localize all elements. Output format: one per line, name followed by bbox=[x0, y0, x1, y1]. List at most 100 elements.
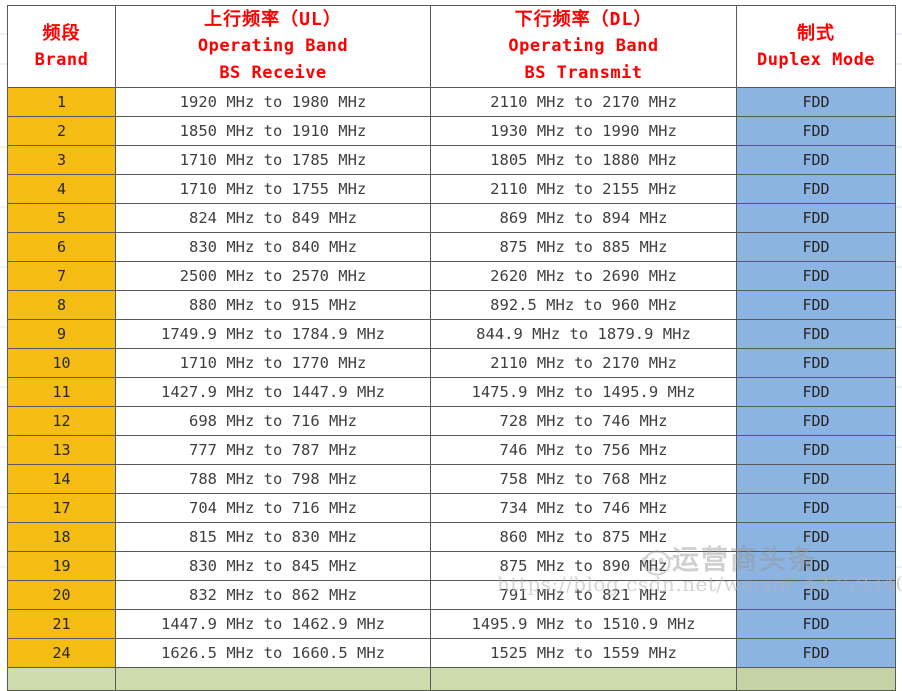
screenshot-root: 频段 Brand 上行频率（UL） Operating Band BS Rece… bbox=[0, 5, 902, 691]
cell-duplex: FDD bbox=[736, 348, 896, 378]
table-row: 17 704 MHz to 716 MHz 734 MHz to 746 MHz FD… bbox=[7, 493, 896, 523]
cell-uplink: 880 MHz to 915 MHz bbox=[115, 290, 431, 320]
cell-band: 17 bbox=[7, 493, 116, 523]
cell-band: 7 bbox=[7, 261, 116, 291]
cell-uplink: 1427.9 MHz to 1447.9 MHz bbox=[115, 377, 431, 407]
cell-duplex: FDD bbox=[736, 406, 896, 436]
header-line: Operating Band bbox=[508, 36, 659, 56]
cell-duplex: FDD bbox=[736, 174, 896, 204]
table-row: 7 2500 MHz to 2570 MHz 2620 MHz to 2690 MH… bbox=[7, 261, 896, 291]
lte-band-table: 频段 Brand 上行频率（UL） Operating Band BS Rece… bbox=[7, 5, 896, 691]
cell-band: 18 bbox=[7, 522, 116, 552]
cell-duplex: FDD bbox=[736, 232, 896, 262]
header-line: 频段 bbox=[42, 22, 81, 44]
cell-downlink: 1930 MHz to 1990 MHz bbox=[430, 116, 737, 146]
cell-downlink: 844.9 MHz to 1879.9 MHz bbox=[430, 319, 737, 349]
cell-uplink: 1749.9 MHz to 1784.9 MHz bbox=[115, 319, 431, 349]
table-row: 21 1447.9 MHz to 1462.9 MHz 1495.9 MHz to … bbox=[7, 609, 896, 639]
cell-duplex: FDD bbox=[736, 116, 896, 146]
cell-downlink: 2110 MHz to 2155 MHz bbox=[430, 174, 737, 204]
cell-band: 20 bbox=[7, 580, 116, 610]
cell-downlink: 1475.9 MHz to 1495.9 MHz bbox=[430, 377, 737, 407]
cell-duplex: FDD bbox=[736, 87, 896, 117]
header-line: 下行频率（DL） bbox=[514, 9, 653, 30]
cell-duplex: FDD bbox=[736, 377, 896, 407]
footer-strip-cell bbox=[115, 667, 431, 691]
cell-band: 11 bbox=[7, 377, 116, 407]
table-body: 1 1920 MHz to 1980 MHz 2110 MHz to 2170 MH… bbox=[7, 87, 896, 668]
cell-downlink: 1495.9 MHz to 1510.9 MHz bbox=[430, 609, 737, 639]
cell-downlink: 875 MHz to 890 MHz bbox=[430, 551, 737, 581]
cell-band: 10 bbox=[7, 348, 116, 378]
table-row: 6 830 MHz to 840 MHz 875 MHz to 885 MHz FDD bbox=[7, 232, 896, 262]
cell-band: 13 bbox=[7, 435, 116, 465]
cell-uplink: 2500 MHz to 2570 MHz bbox=[115, 261, 431, 291]
cell-downlink: 728 MHz to 746 MHz bbox=[430, 406, 737, 436]
table-row: 14 788 MHz to 798 MHz 758 MHz to 768 MHz FD… bbox=[7, 464, 896, 494]
cell-duplex: FDD bbox=[736, 319, 896, 349]
table-row: 1 1920 MHz to 1980 MHz 2110 MHz to 2170 MH… bbox=[7, 87, 896, 117]
cell-uplink: 832 MHz to 862 MHz bbox=[115, 580, 431, 610]
cell-band: 19 bbox=[7, 551, 116, 581]
table-header: 频段 Brand 上行频率（UL） Operating Band BS Rece… bbox=[7, 5, 896, 88]
table-row: 11 1427.9 MHz to 1447.9 MHz 1475.9 MHz to … bbox=[7, 377, 896, 407]
footer-strip-row bbox=[7, 667, 896, 691]
cell-downlink: 758 MHz to 768 MHz bbox=[430, 464, 737, 494]
header-line: 制式 bbox=[797, 22, 835, 44]
cell-downlink: 1805 MHz to 1880 MHz bbox=[430, 145, 737, 175]
cell-uplink: 1710 MHz to 1785 MHz bbox=[115, 145, 431, 175]
table-row: 3 1710 MHz to 1785 MHz 1805 MHz to 1880 MH… bbox=[7, 145, 896, 175]
cell-uplink: 704 MHz to 716 MHz bbox=[115, 493, 431, 523]
table-row: 12 698 MHz to 716 MHz 728 MHz to 746 MHz FD… bbox=[7, 406, 896, 436]
table-row: 10 1710 MHz to 1770 MHz 2110 MHz to 2170 M… bbox=[7, 348, 896, 378]
table-row: 13 777 MHz to 787 MHz 746 MHz to 756 MHz FD… bbox=[7, 435, 896, 465]
cell-band: 12 bbox=[7, 406, 116, 436]
cell-duplex: FDD bbox=[736, 522, 896, 552]
cell-uplink: 1850 MHz to 1910 MHz bbox=[115, 116, 431, 146]
cell-duplex: FDD bbox=[736, 580, 896, 610]
cell-band: 14 bbox=[7, 464, 116, 494]
cell-downlink: 791 MHz to 821 MHz bbox=[430, 580, 737, 610]
header-line: Brand bbox=[34, 49, 89, 70]
cell-downlink: 869 MHz to 894 MHz bbox=[430, 203, 737, 233]
cell-band: 24 bbox=[7, 638, 116, 668]
cell-uplink: 815 MHz to 830 MHz bbox=[115, 522, 431, 552]
table-row: 18 815 MHz to 830 MHz 860 MHz to 875 MHz FD… bbox=[7, 522, 896, 552]
cell-downlink: 734 MHz to 746 MHz bbox=[430, 493, 737, 523]
cell-uplink: 1710 MHz to 1755 MHz bbox=[115, 174, 431, 204]
column-header-band: 频段 Brand bbox=[7, 5, 116, 88]
cell-band: 5 bbox=[7, 203, 116, 233]
cell-uplink: 1626.5 MHz to 1660.5 MHz bbox=[115, 638, 431, 668]
column-header-downlink: 下行频率（DL） Operating Band BS Transmit bbox=[430, 5, 737, 88]
cell-uplink: 1710 MHz to 1770 MHz bbox=[115, 348, 431, 378]
cell-band: 1 bbox=[7, 87, 116, 117]
header-line: Operating Band bbox=[197, 36, 349, 56]
cell-uplink: 1447.9 MHz to 1462.9 MHz bbox=[115, 609, 431, 639]
cell-band: 6 bbox=[7, 232, 116, 262]
cell-duplex: FDD bbox=[736, 464, 896, 494]
cell-duplex: FDD bbox=[736, 638, 896, 668]
table-row: 19 830 MHz to 845 MHz 875 MHz to 890 MHz FD… bbox=[7, 551, 896, 581]
cell-downlink: 2110 MHz to 2170 MHz bbox=[430, 87, 737, 117]
table-row: 20 832 MHz to 862 MHz 791 MHz to 821 MHz FD… bbox=[7, 580, 896, 610]
cell-uplink: 777 MHz to 787 MHz bbox=[115, 435, 431, 465]
cell-duplex: FDD bbox=[736, 609, 896, 639]
header-row: 频段 Brand 上行频率（UL） Operating Band BS Rece… bbox=[7, 5, 896, 88]
cell-downlink: 875 MHz to 885 MHz bbox=[430, 232, 737, 262]
table-row: 9 1749.9 MHz to 1784.9 MHz 844.9 MHz to 18… bbox=[7, 319, 896, 349]
cell-band: 2 bbox=[7, 116, 116, 146]
table-row: 4 1710 MHz to 1755 MHz 2110 MHz to 2155 MH… bbox=[7, 174, 896, 204]
cell-uplink: 830 MHz to 845 MHz bbox=[115, 551, 431, 581]
cell-uplink: 788 MHz to 798 MHz bbox=[115, 464, 431, 494]
table-row: 24 1626.5 MHz to 1660.5 MHz 1525 MHz to 15… bbox=[7, 638, 896, 668]
cell-downlink: 860 MHz to 875 MHz bbox=[430, 522, 737, 552]
cell-uplink: 830 MHz to 840 MHz bbox=[115, 232, 431, 262]
cell-uplink: 1920 MHz to 1980 MHz bbox=[115, 87, 431, 117]
cell-band: 21 bbox=[7, 609, 116, 639]
cell-duplex: FDD bbox=[736, 493, 896, 523]
cell-downlink: 892.5 MHz to 960 MHz bbox=[430, 290, 737, 320]
cell-band: 8 bbox=[7, 290, 116, 320]
cell-duplex: FDD bbox=[736, 203, 896, 233]
header-line: BS Transmit bbox=[524, 63, 643, 83]
footer-strip-cell bbox=[430, 667, 737, 691]
